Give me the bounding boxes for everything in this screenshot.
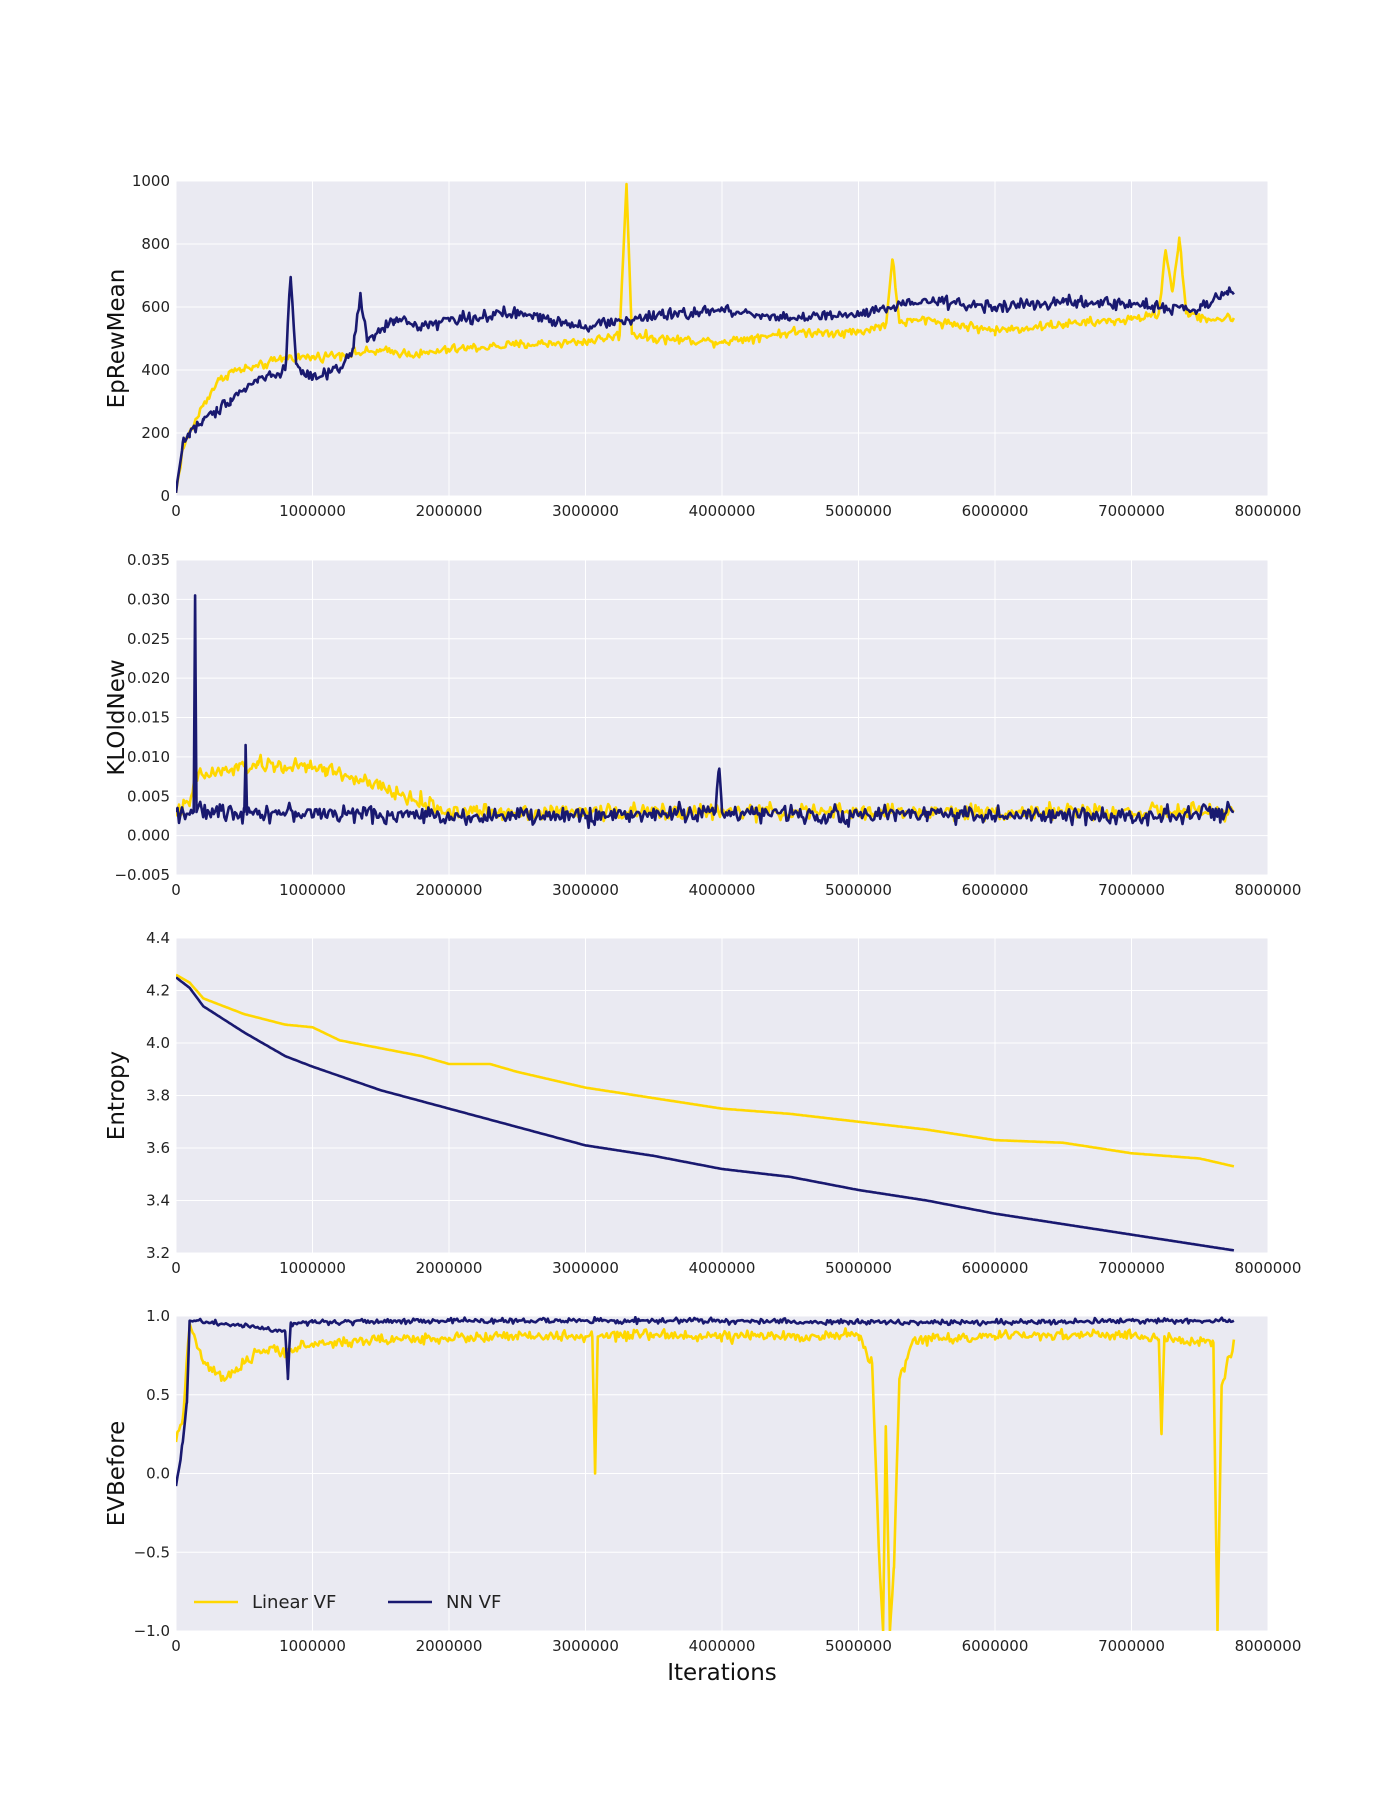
evbefore-panel: 0 1000000 2000000 3000000 4000000 5000000 6000… (104, 1307, 1301, 1686)
evbefore-series-linear-vf (176, 1322, 1236, 1631)
entropy-y-tick-label: 4.2 (146, 982, 170, 1000)
evbefore-y-tick-label: −1.0 (134, 1622, 170, 1640)
eprewmean-y-axis-title: EpRewMean (104, 269, 130, 409)
entropy-x-tick-label: 6000000 (962, 1259, 1029, 1277)
entropy-x-tick-label: 2000000 (416, 1259, 483, 1277)
kloldnew-y-tick-label: 0.010 (127, 748, 170, 766)
evbefore-x-tick-label: 7000000 (1098, 1637, 1165, 1655)
kloldnew-x-tick-label: 1000000 (279, 881, 346, 899)
kloldnew-y-tick-label: 0.015 (127, 709, 170, 727)
kloldnew-panel: 0 1000000 2000000 3000000 4000000 5000000 6000… (104, 551, 1301, 899)
kloldnew-y-tick-label: 0.020 (127, 669, 170, 687)
evbefore-series-group (176, 1316, 1236, 1631)
evbefore-y-tick-label: −0.5 (134, 1543, 170, 1561)
eprewmean-x-tick-label: 2000000 (416, 502, 483, 520)
evbefore-y-tick-label: 1.0 (146, 1307, 170, 1325)
eprewmean-x-tick-label: 3000000 (552, 502, 619, 520)
evbefore-y-tick-label: 0.0 (146, 1465, 170, 1483)
legend-item-linear-vf: Linear VF (194, 1592, 336, 1613)
entropy-x-tick-label: 1000000 (279, 1259, 346, 1277)
eprewmean-panel: 0 1000000 2000000 3000000 4000000 5000000 6000… (104, 172, 1301, 520)
kloldnew-y-tick-label: 0.000 (127, 827, 170, 845)
eprewmean-series-nn-vf (176, 275, 1235, 494)
entropy-series-linear-vf (176, 973, 1235, 1168)
legend: Linear VF NN VF (194, 1592, 501, 1613)
kloldnew-x-tick-label: 0 (171, 881, 181, 899)
kloldnew-x-tick-label: 5000000 (825, 881, 892, 899)
eprewmean-x-tick-label: 6000000 (962, 502, 1029, 520)
evbefore-x-tick-label: 1000000 (279, 1637, 346, 1655)
entropy-x-tick-label: 7000000 (1098, 1259, 1165, 1277)
evbefore-x-tick-label: 6000000 (962, 1637, 1029, 1655)
entropy-y-tick-label: 3.2 (146, 1244, 170, 1262)
kloldnew-y-axis-title: KLOldNew (104, 659, 130, 775)
eprewmean-y-tick-label: 800 (141, 235, 170, 253)
eprewmean-y-tick-label: 0 (160, 487, 170, 505)
evbefore-y-tick-label: 0.5 (146, 1386, 170, 1404)
eprewmean-grid (175, 180, 1269, 497)
entropy-x-tick-label: 0 (171, 1259, 181, 1277)
evbefore-x-tick-label: 8000000 (1235, 1637, 1302, 1655)
entropy-series-nn-vf (176, 976, 1235, 1252)
evbefore-x-tick-label: 0 (171, 1637, 181, 1655)
eprewmean-y-tick-label: 1000 (132, 172, 170, 190)
kloldnew-y-tick-label: 0.005 (127, 787, 170, 805)
kloldnew-series-nn-vf (176, 594, 1235, 830)
eprewmean-x-tick-label: 1000000 (279, 502, 346, 520)
eprewmean-x-tick-label: 4000000 (689, 502, 756, 520)
evbefore-x-tick-label: 4000000 (689, 1637, 756, 1655)
evbefore-y-axis-title: EVBefore (104, 1421, 130, 1526)
kloldnew-x-tick-label: 6000000 (962, 881, 1029, 899)
entropy-grid (175, 937, 1269, 1254)
kloldnew-y-tick-label: 0.035 (127, 551, 170, 569)
kloldnew-x-tick-label: 7000000 (1098, 881, 1165, 899)
evbefore-x-tick-label: 2000000 (416, 1637, 483, 1655)
evbefore-x-tick-label: 5000000 (825, 1637, 892, 1655)
x-axis-title: Iterations (667, 1660, 777, 1686)
eprewmean-y-tick-label: 400 (141, 361, 170, 379)
entropy-x-tick-label: 3000000 (552, 1259, 619, 1277)
legend-label: NN VF (446, 1592, 501, 1613)
eprewmean-x-tick-label: 5000000 (825, 502, 892, 520)
entropy-y-tick-label: 3.8 (146, 1087, 170, 1105)
entropy-x-tick-label: 4000000 (689, 1259, 756, 1277)
legend-item-nn-vf: NN VF (388, 1592, 501, 1613)
kloldnew-y-tick-label: 0.030 (127, 590, 170, 608)
eprewmean-y-tick-label: 600 (141, 298, 170, 316)
kloldnew-x-tick-label: 8000000 (1235, 881, 1302, 899)
kloldnew-x-tick-label: 4000000 (689, 881, 756, 899)
entropy-y-axis-title: Entropy (104, 1051, 130, 1140)
eprewmean-y-tick-label: 200 (141, 424, 170, 442)
entropy-panel: 0 1000000 2000000 3000000 4000000 5000000 6000… (104, 929, 1301, 1277)
kloldnew-x-tick-label: 2000000 (416, 881, 483, 899)
entropy-y-tick-label: 4.0 (146, 1034, 170, 1052)
eprewmean-x-tick-label: 7000000 (1098, 502, 1165, 520)
kloldnew-y-tick-label: 0.025 (127, 630, 170, 648)
kloldnew-grid (175, 559, 1269, 876)
kloldnew-x-tick-label: 3000000 (552, 881, 619, 899)
evbefore-x-tick-label: 3000000 (552, 1637, 619, 1655)
kloldnew-y-tick-label: −0.005 (114, 866, 170, 884)
legend-label: Linear VF (252, 1592, 336, 1613)
entropy-x-tick-label: 5000000 (825, 1259, 892, 1277)
entropy-y-tick-label: 3.4 (146, 1192, 170, 1210)
kloldnew-series-group (176, 594, 1235, 830)
eprewmean-x-tick-label: 8000000 (1235, 502, 1302, 520)
evbefore-grid (175, 1315, 1269, 1632)
evbefore-series-nn-vf (176, 1316, 1235, 1487)
entropy-series-group (176, 973, 1235, 1252)
entropy-y-tick-label: 3.6 (146, 1139, 170, 1157)
entropy-x-tick-label: 8000000 (1235, 1259, 1302, 1277)
eprewmean-series-group (176, 182, 1236, 494)
eprewmean-x-tick-label: 0 (171, 502, 181, 520)
entropy-y-tick-label: 4.4 (146, 929, 170, 947)
